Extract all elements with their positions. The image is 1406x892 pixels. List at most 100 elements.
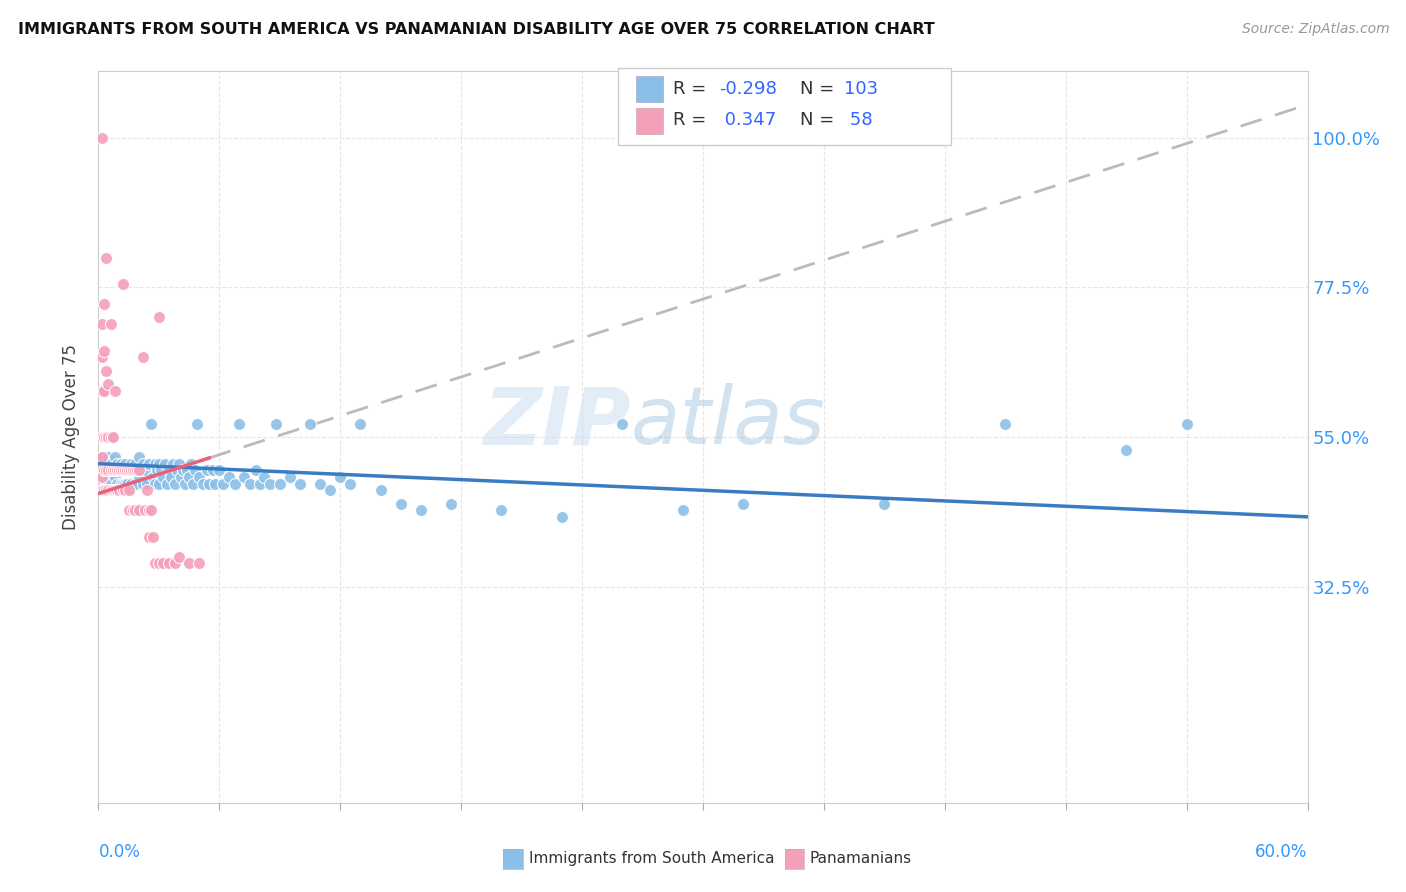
Point [91,483,114,498]
Point [91,476,114,491]
Point [96,463,118,477]
Point [198,476,221,491]
Point [148,557,170,571]
Point [103,463,125,477]
Point [124,476,146,491]
Point [157,463,180,477]
Point [111,463,134,477]
Point [143,476,166,491]
Text: ZIP: ZIP [484,384,630,461]
Point [134,463,156,477]
Point [188,557,211,571]
Point [139,503,162,517]
Text: 58: 58 [845,112,873,129]
Point [96,483,118,498]
Point [167,457,190,471]
Y-axis label: Disability Age Over 75: Disability Age Over 75 [62,344,80,530]
Point [170,470,193,484]
Point [148,476,170,491]
Point [118,483,141,498]
Point [181,476,204,491]
Point [111,476,134,491]
Point [166,463,188,477]
Point [193,476,215,491]
Point [163,557,186,571]
Text: Source: ZipAtlas.com: Source: ZipAtlas.com [1241,22,1389,37]
Point [96,430,118,444]
Point [114,483,136,498]
Point [132,476,155,491]
Point [174,476,197,491]
Point [218,470,240,484]
Point [125,463,148,477]
Point [228,417,250,431]
Point [269,476,291,491]
Point [264,417,287,431]
Text: R =: R = [672,112,711,129]
Point [179,470,201,484]
Text: 103: 103 [845,80,879,98]
Point [134,503,156,517]
Point [176,463,198,477]
Point [288,476,311,491]
Point [91,384,114,398]
Point [146,463,169,477]
Point [994,417,1017,431]
Point [118,483,141,498]
Point [148,457,170,471]
Point [180,457,202,471]
Point [115,476,138,491]
Point [120,476,142,491]
Point [208,463,231,477]
Text: -0.298: -0.298 [718,80,776,98]
Point [163,476,186,491]
Point [128,503,150,517]
Point [114,457,136,471]
Point [93,430,115,444]
Point [121,463,143,477]
Point [91,450,114,464]
Point [148,310,170,325]
Point [202,463,225,477]
FancyBboxPatch shape [637,108,664,134]
Point [135,476,157,491]
Point [105,476,128,491]
Text: 0.0%: 0.0% [98,843,141,861]
Point [128,470,150,484]
Point [239,476,262,491]
Text: Immigrants from South America: Immigrants from South America [529,851,775,865]
FancyBboxPatch shape [619,68,950,145]
Point [114,476,136,491]
Point [156,476,179,491]
Point [179,557,201,571]
Point [91,131,114,145]
Point [110,476,132,491]
Point [138,530,160,544]
Point [204,476,226,491]
Point [97,463,120,477]
Point [100,317,122,331]
Point [118,503,141,517]
Point [103,384,125,398]
Point [89,463,111,477]
Point [491,503,513,517]
Point [128,450,150,464]
Point [873,497,896,511]
Point [91,450,114,464]
Point [132,351,155,365]
Point [96,251,118,265]
Point [111,463,134,477]
Point [309,476,332,491]
Point [329,470,352,484]
Point [115,463,138,477]
Point [107,463,129,477]
Point [93,384,115,398]
Point [1115,443,1137,458]
Point [370,483,392,498]
Point [115,463,138,477]
Point [138,457,160,471]
Point [162,457,184,471]
Point [349,417,371,431]
Point [110,463,132,477]
Point [138,503,160,517]
